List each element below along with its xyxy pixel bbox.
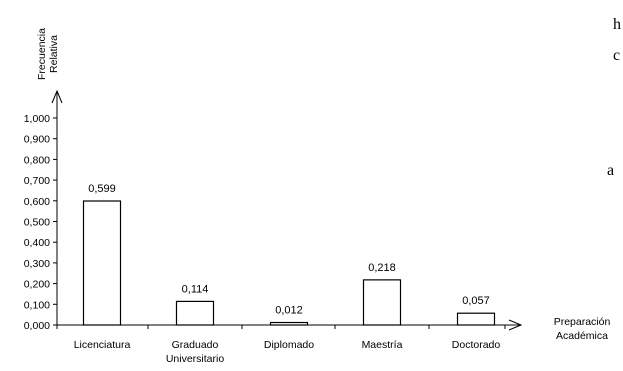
y-tick-label: 0,200: [24, 279, 50, 291]
category-label: Graduado: [172, 339, 219, 351]
y-tick-label: 0,800: [24, 154, 50, 166]
bar: [362, 279, 402, 326]
y-tick-label: 0,000: [24, 320, 50, 332]
category-label: Maestría: [362, 339, 403, 351]
category-label: Universitario: [166, 353, 225, 365]
y-tick-label: 0,700: [24, 175, 50, 187]
bar-value-label: 0,012: [275, 305, 303, 317]
side-text-fragment: a: [607, 162, 614, 179]
bar-value-label: 0,114: [182, 283, 209, 295]
y-tick-label: 0,300: [24, 258, 50, 270]
x-axis-arrowhead: [508, 319, 523, 331]
bar: [175, 300, 215, 326]
value-labels-group: 0,599 0,114 0,012 0,218 0,057: [88, 183, 490, 317]
bar: [82, 200, 122, 326]
side-text-fragments: hc a: [607, 16, 621, 179]
y-tick-label: 0,600: [24, 196, 50, 208]
bar: [456, 312, 496, 326]
category-label: Diplomado: [264, 339, 314, 351]
y-tick-label: 0,500: [24, 217, 50, 229]
y-axis-title-line: Relativa: [48, 35, 60, 73]
y-tick-label: 0,400: [24, 237, 50, 249]
y-axis-title: Frecuencia Relativa: [36, 28, 60, 80]
category-label: Doctorado: [452, 339, 501, 351]
y-tick-label: 0,900: [24, 134, 50, 146]
y-tick-label: 1,000: [24, 113, 50, 125]
side-text-fragment: c: [613, 47, 620, 64]
bars-group: [82, 200, 496, 326]
bar-value-label: 0,218: [368, 262, 396, 274]
y-axis-title-line: Frecuencia: [36, 28, 48, 80]
category-label: Licenciatura: [74, 339, 131, 351]
y-tick-label: 0,100: [24, 299, 50, 311]
y-axis: 0,000 0,100 0,200 0,300 0,400 0,500 0,600 0,700…: [24, 89, 63, 332]
bar-value-label: 0,599: [88, 183, 116, 195]
x-axis-title-line: Preparación: [554, 316, 611, 328]
y-axis-arrowhead: [51, 89, 63, 104]
x-axis-title: Preparación Académica: [554, 316, 611, 342]
category-labels-group: Licenciatura Graduado Universitario Diploma…: [74, 339, 501, 365]
x-axis-title-line: Académica: [556, 330, 608, 342]
bar: [269, 321, 309, 326]
side-text-fragment: h: [613, 16, 621, 33]
bar-value-label: 0,057: [462, 295, 490, 307]
